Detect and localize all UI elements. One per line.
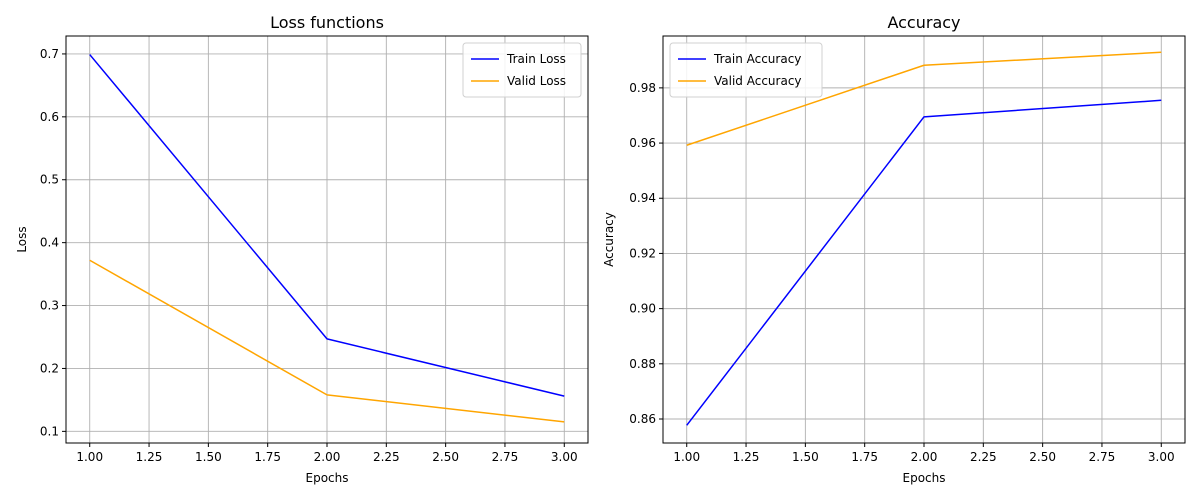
x-tick-label: 1.75 xyxy=(851,450,878,464)
x-tick-label: 2.75 xyxy=(1089,450,1116,464)
x-tick-label: 2.00 xyxy=(314,450,341,464)
y-tick-label: 0.4 xyxy=(40,236,59,250)
x-tick-label: 2.25 xyxy=(373,450,400,464)
x-tick-label: 1.00 xyxy=(673,450,700,464)
y-tick-label: 0.86 xyxy=(629,412,656,426)
x-tick-label: 1.50 xyxy=(792,450,819,464)
legend-label: Train Accuracy xyxy=(713,52,801,66)
y-tick-label: 0.90 xyxy=(629,302,656,316)
y-tick-label: 0.94 xyxy=(629,191,656,205)
y-tick-label: 0.1 xyxy=(40,424,59,438)
series-line-valid-accuracy xyxy=(686,51,1162,146)
y-tick-label: 0.6 xyxy=(40,110,59,124)
y-tick-label: 0.7 xyxy=(40,47,59,61)
x-tick-label: 3.00 xyxy=(551,450,578,464)
x-tick-label: 2.25 xyxy=(970,450,997,464)
y-tick-label: 0.98 xyxy=(629,81,656,95)
y-tick-label: 0.88 xyxy=(629,357,656,371)
x-tick-label: 2.50 xyxy=(432,450,459,464)
legend-label: Train Loss xyxy=(506,52,566,66)
y-tick-label: 0.3 xyxy=(40,299,59,313)
legend-frame xyxy=(669,42,823,98)
y-tick-label: 0.2 xyxy=(40,361,59,375)
chart-2: 1.00 1.25 1.50 1.75 2.00 2.25 2.50 2.75 3.00 0.86… xyxy=(602,13,1186,485)
chart-1: 1.00 1.25 1.50 1.75 2.00 2.25 2.50 2.75 3.00 0.1 0… xyxy=(15,13,589,485)
chart-title: Accuracy xyxy=(887,13,960,32)
x-tick-label: 2.50 xyxy=(1029,450,1056,464)
y-axis-label: Accuracy xyxy=(602,212,616,267)
x-tick-label: 2.00 xyxy=(911,450,938,464)
x-axis-label: Epochs xyxy=(306,471,349,485)
x-tick-label: 1.75 xyxy=(254,450,281,464)
legend-frame xyxy=(462,42,582,98)
series-line-valid-loss xyxy=(89,259,565,423)
series-line-train-loss xyxy=(89,54,565,397)
y-axis-label: Loss xyxy=(15,226,29,252)
legend-label: Valid Loss xyxy=(507,74,566,88)
x-tick-label: 2.75 xyxy=(492,450,519,464)
x-axis-label: Epochs xyxy=(903,471,946,485)
y-tick-label: 0.5 xyxy=(40,173,59,187)
x-tick-label: 1.25 xyxy=(733,450,760,464)
series-line-train-accuracy xyxy=(686,99,1162,426)
legend: Train Loss Valid Loss xyxy=(462,42,582,98)
legend: Train Accuracy Valid Accuracy xyxy=(669,42,823,98)
y-tick-label: 0.96 xyxy=(629,136,656,150)
y-tick-label: 0.92 xyxy=(629,246,656,260)
x-tick-label: 3.00 xyxy=(1148,450,1175,464)
x-tick-label: 1.25 xyxy=(136,450,163,464)
x-tick-label: 1.50 xyxy=(195,450,222,464)
legend-label: Valid Accuracy xyxy=(714,74,802,88)
chart-title: Loss functions xyxy=(270,13,384,32)
x-tick-label: 1.00 xyxy=(76,450,103,464)
